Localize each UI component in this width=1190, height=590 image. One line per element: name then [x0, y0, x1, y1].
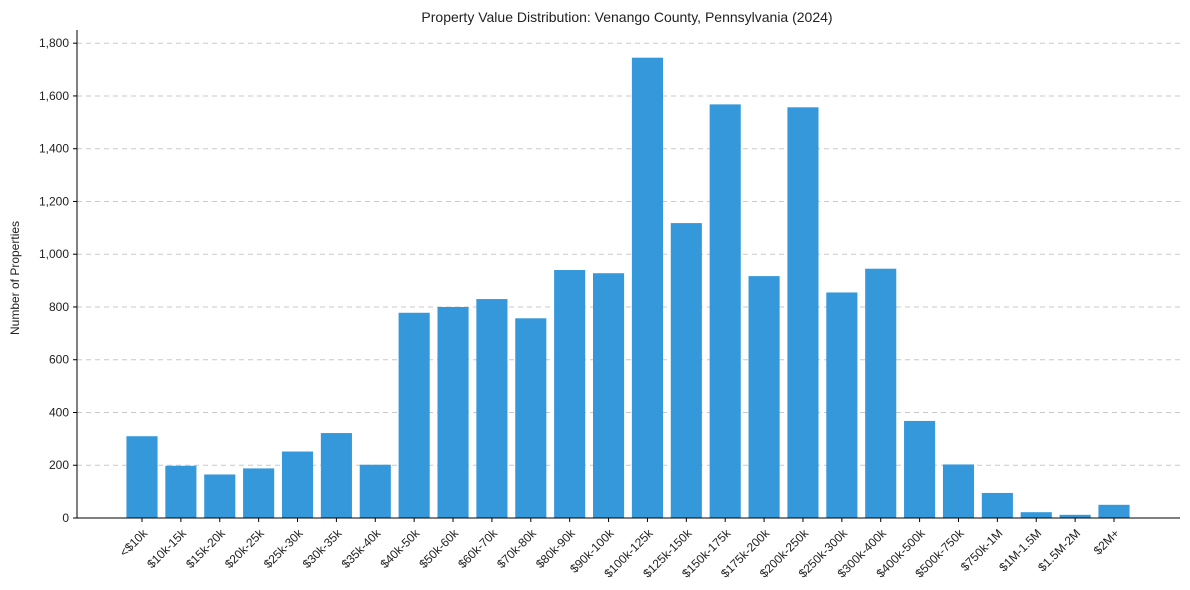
axes: [76, 30, 1180, 519]
bar[interactable]: $80k-90k: 940: [554, 270, 586, 518]
x-tick-label: $50k-60k: [416, 526, 462, 572]
y-axis-label: Number of Properties: [8, 221, 22, 335]
bar[interactable]: $90k-100k: 928: [593, 273, 625, 518]
bar[interactable]: $750k-1M: 95: [981, 492, 1013, 518]
chart-title: Property Value Distribution: Venango Cou…: [421, 9, 832, 25]
y-tick-label: 1,600: [39, 89, 69, 103]
bar[interactable]: $1.5M-2M: 12: [1059, 514, 1091, 518]
x-tick-label: $25k-30k: [261, 526, 307, 572]
bar[interactable]: $70k-80k: 757: [515, 318, 547, 518]
y-tick-label: 0: [62, 511, 69, 525]
bar[interactable]: $175k-200k: 917: [748, 276, 780, 518]
bar[interactable]: $300k-400k: 945: [865, 268, 897, 518]
bar[interactable]: $40k-50k: 778: [398, 312, 430, 518]
x-tick-label: $60k-70k: [455, 526, 501, 572]
bar[interactable]: $10k-15k: 198: [165, 465, 197, 518]
x-tick-label: $70k-80k: [494, 526, 540, 572]
x-tick-label: $15k-20k: [183, 526, 229, 572]
x-tick-label: <$10k: [117, 526, 151, 560]
x-tick-label: $30k-35k: [300, 526, 346, 572]
y-tick-label: 1,800: [39, 36, 69, 50]
y-tick-label: 400: [49, 405, 69, 419]
bar[interactable]: $35k-40k: 202: [359, 464, 391, 518]
y-tick-label: 1,000: [39, 247, 69, 261]
y-tick-label: 1,200: [39, 194, 69, 208]
bar[interactable]: $25k-30k: 252: [281, 451, 314, 518]
x-tick-label: $20k-25k: [222, 526, 268, 572]
x-tick-label: $10k-15k: [144, 526, 190, 572]
bar[interactable]: $60k-70k: 830: [476, 299, 508, 518]
x-tick-label: $40k-50k: [377, 526, 423, 572]
x-tick-label: $2M+: [1091, 526, 1122, 557]
bar[interactable]: $30k-35k: 322: [320, 433, 352, 518]
bar[interactable]: $50k-60k: 800: [437, 306, 469, 518]
bar[interactable]: $2M+: 50: [1098, 504, 1130, 518]
bar[interactable]: $400k-500k: 368: [904, 420, 936, 518]
bar[interactable]: $20k-25k: 188: [243, 468, 275, 518]
bar[interactable]: $15k-20k: 165: [204, 474, 236, 518]
x-tick-label: $1.5M-2M: [1035, 526, 1083, 574]
gridlines: [77, 42, 1180, 466]
bar[interactable]: <$10k: 310: [126, 436, 158, 518]
y-tick-label: 200: [49, 458, 69, 472]
x-axis-ticks: <$10k$10k-15k$15k-20k$20k-25k$25k-30k$30…: [117, 518, 1122, 580]
x-tick-label: $35k-40k: [339, 526, 385, 572]
bars: <$10k: 310$10k-15k: 198$15k-20k: 165$20k…: [126, 57, 1130, 519]
bar[interactable]: $500k-750k: 203: [942, 464, 975, 518]
bar[interactable]: $100k-125k: 1745: [631, 57, 663, 518]
y-tick-label: 1,400: [39, 142, 69, 156]
y-axis-ticks: 0 200 400 600 800 1,000 1,200 1,400 1,600 1,800: [39, 36, 77, 525]
bar[interactable]: $1M-1.5M: 22: [1020, 512, 1052, 518]
y-tick-label: 800: [49, 300, 69, 314]
y-tick-label: 600: [49, 353, 69, 367]
bar[interactable]: $250k-300k: 855: [826, 292, 858, 518]
bar[interactable]: $150k-175k: 1568: [709, 104, 741, 518]
bar[interactable]: $200k-250k: 1557: [787, 107, 819, 519]
bar[interactable]: $125k-150k: 1118: [670, 223, 702, 519]
